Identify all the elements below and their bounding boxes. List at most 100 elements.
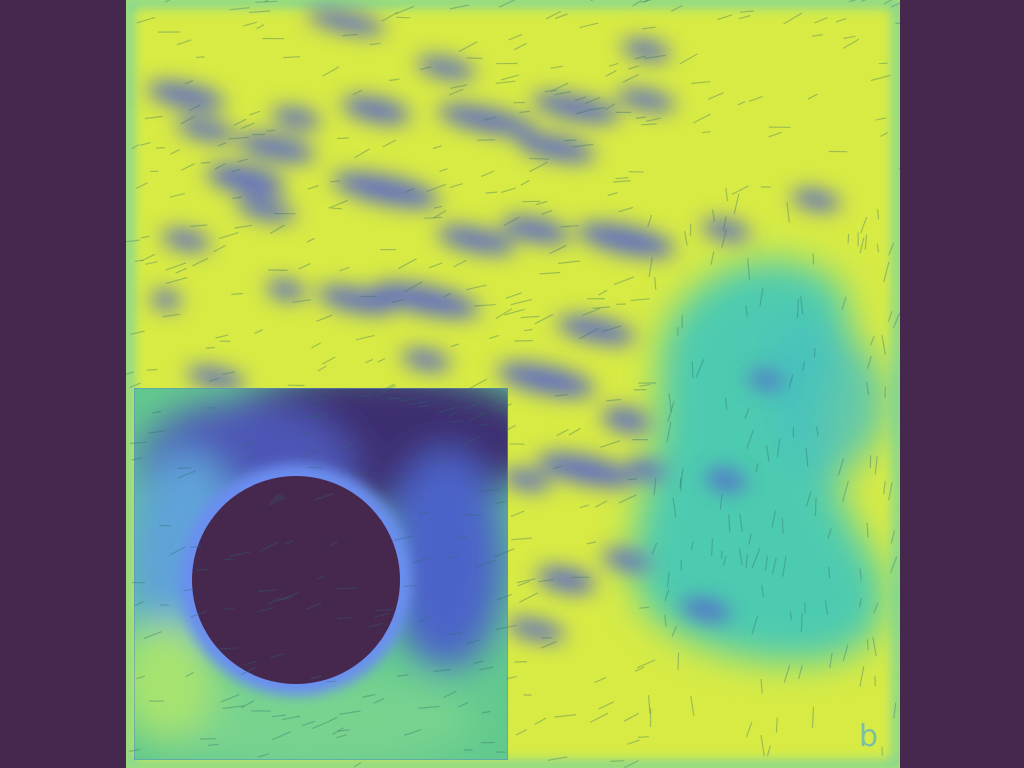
vector-glyph <box>129 441 147 445</box>
vector-glyph <box>878 62 888 65</box>
vector-glyph <box>276 596 294 602</box>
vector-glyph <box>737 100 746 106</box>
vector-glyph <box>222 371 236 375</box>
vector-glyph <box>859 568 862 581</box>
vector-glyph <box>447 554 459 559</box>
vector-glyph <box>602 325 622 332</box>
vector-glyph <box>418 705 440 709</box>
vector-glyph <box>462 436 480 446</box>
vector-glyph <box>547 756 568 761</box>
vector-glyph <box>267 596 281 605</box>
vector-glyph <box>350 471 365 477</box>
vector-glyph <box>352 89 363 96</box>
vector-glyph <box>298 263 311 270</box>
vector-glyph <box>234 224 253 229</box>
vector-glyph <box>738 548 743 565</box>
vector-glyph <box>220 694 240 703</box>
vector-glyph <box>313 492 334 501</box>
vector-glyph <box>411 557 431 564</box>
vector-glyph <box>185 671 194 678</box>
vector-glyph <box>501 187 516 194</box>
vector-glyph <box>873 602 879 614</box>
vector-glyph <box>468 378 488 390</box>
vector-glyph <box>751 615 759 635</box>
vector-glyph <box>811 34 823 37</box>
vector-glyph <box>516 578 536 584</box>
vector-glyph <box>231 168 241 173</box>
vector-glyph <box>654 277 657 290</box>
vector-glyph <box>814 16 828 24</box>
vector-glyph <box>281 715 301 721</box>
vector-glyph <box>231 292 244 295</box>
vector-glyph <box>140 235 150 239</box>
vector-glyph <box>436 459 446 464</box>
vector-glyph <box>859 666 865 687</box>
vector-glyph <box>432 668 451 673</box>
vector-glyph <box>828 567 831 579</box>
vector-glyph <box>874 456 878 475</box>
vector-glyph <box>307 466 323 469</box>
vector-glyph <box>477 139 496 141</box>
vector-glyph <box>165 262 187 271</box>
vector-glyph <box>285 540 294 545</box>
vector-glyph <box>760 734 765 757</box>
vector-glyph <box>764 555 769 571</box>
vector-glyph <box>786 202 790 223</box>
vector-glyph <box>618 494 637 504</box>
vector-glyph <box>134 259 144 262</box>
vector-glyph <box>337 616 354 620</box>
vector-glyph <box>637 736 649 738</box>
vector-glyph <box>316 314 333 322</box>
vector-glyph <box>404 729 422 736</box>
vector-glyph <box>208 377 220 382</box>
vector-glyph <box>664 589 670 601</box>
vector-glyph <box>377 357 386 363</box>
vector-glyph <box>478 488 500 492</box>
vector-glyph <box>134 601 144 607</box>
vector-glyph <box>212 244 226 253</box>
vector-glyph <box>666 572 670 588</box>
vector-glyph <box>802 361 805 372</box>
vector-glyph <box>433 205 443 209</box>
vector-glyph <box>733 193 740 215</box>
vector-glyph <box>316 575 325 581</box>
vector-glyph <box>257 753 269 758</box>
vector-glyph <box>310 675 322 680</box>
vector-glyph <box>196 568 208 571</box>
vector-glyph <box>679 468 684 488</box>
vector-glyph <box>679 53 698 65</box>
vector-glyph <box>755 463 759 472</box>
vector-glyph <box>519 592 539 603</box>
vector-glyph <box>842 644 849 661</box>
vector-glyph <box>805 491 812 507</box>
vector-glyph <box>505 292 522 299</box>
vector-glyph <box>180 115 196 125</box>
vector-glyph <box>184 79 194 85</box>
vector-glyph <box>176 39 192 46</box>
vector-glyph <box>510 510 525 518</box>
vector-glyph <box>550 82 569 93</box>
vector-glyph <box>229 7 250 11</box>
vector-glyph <box>207 743 219 746</box>
vector-glyph <box>511 537 532 541</box>
vector-glyph <box>568 427 581 436</box>
vector-glyph <box>457 536 468 539</box>
vector-glyph <box>848 0 857 3</box>
vector-glyph <box>404 281 423 293</box>
vector-glyph <box>517 580 530 587</box>
vector-glyph <box>584 96 601 105</box>
vector-glyph <box>572 143 594 148</box>
vector-glyph <box>159 604 170 606</box>
vector-glyph <box>581 307 601 317</box>
vector-glyph <box>301 720 316 727</box>
vector-glyph <box>243 21 258 27</box>
vector-glyph <box>503 216 520 227</box>
vector-glyph <box>322 66 340 77</box>
vector-glyph <box>162 313 180 318</box>
vector-glyph <box>496 593 513 601</box>
vector-glyph <box>190 610 207 618</box>
vector-glyph <box>738 15 751 20</box>
vector-glyph <box>876 209 880 220</box>
vector-glyph <box>283 56 300 59</box>
vector-glyph <box>169 192 186 198</box>
